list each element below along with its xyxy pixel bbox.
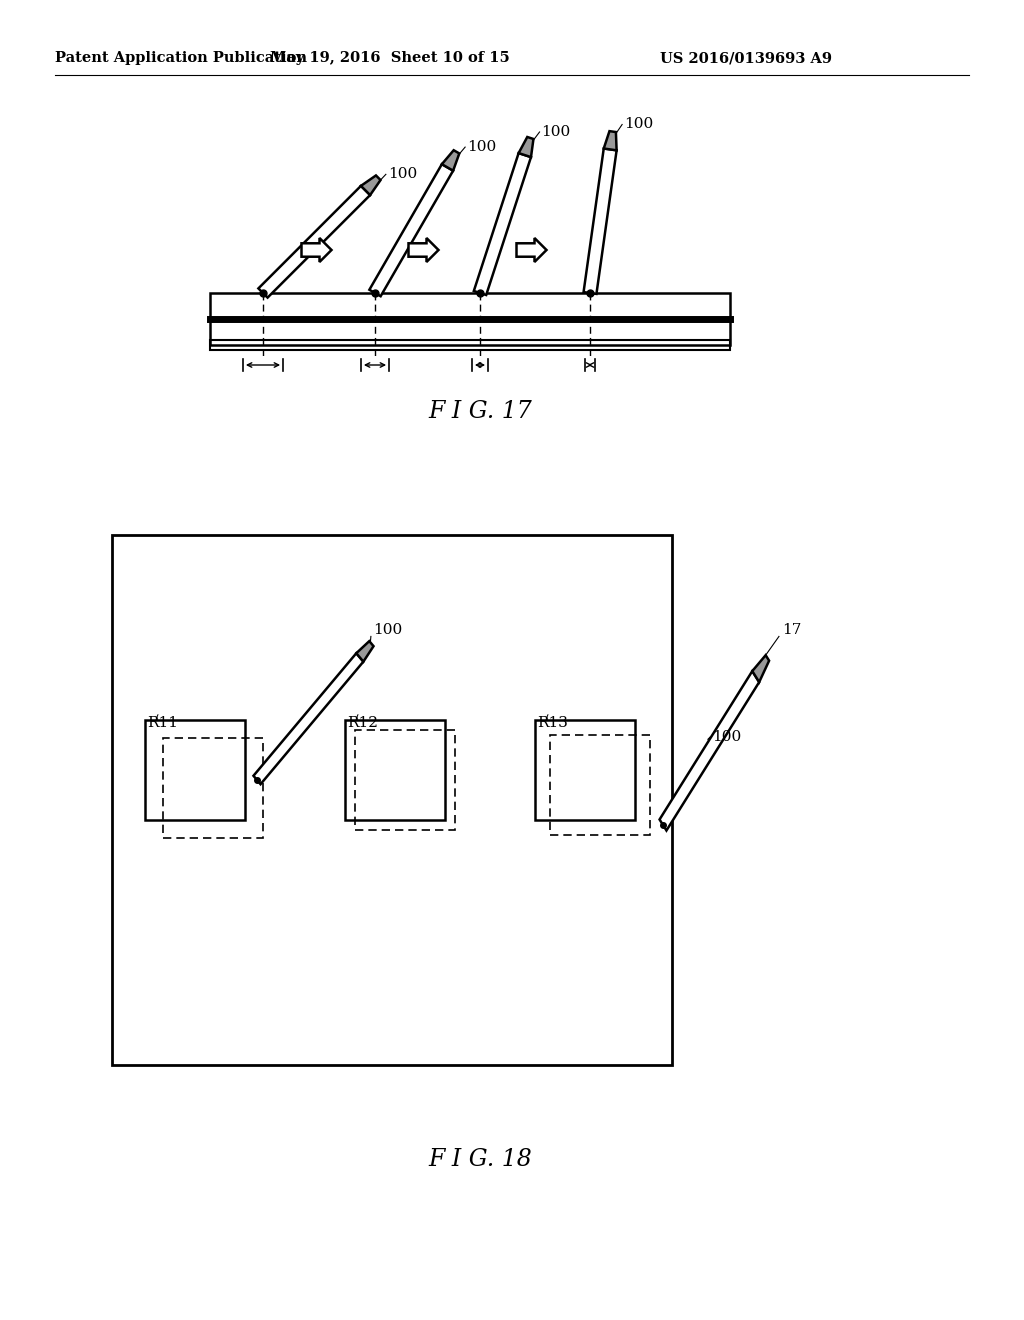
Polygon shape: [659, 671, 759, 830]
Text: 100: 100: [624, 117, 653, 132]
Polygon shape: [442, 150, 460, 170]
Polygon shape: [604, 131, 616, 150]
Bar: [112, 535, 672, 1065]
Polygon shape: [409, 238, 438, 261]
Text: 100: 100: [373, 623, 402, 638]
Polygon shape: [518, 137, 534, 157]
Bar: [550, 735, 650, 836]
Polygon shape: [356, 642, 374, 661]
Text: Patent Application Publication: Patent Application Publication: [55, 51, 307, 65]
Bar: [535, 719, 635, 820]
Text: 17: 17: [782, 623, 802, 638]
Bar: [355, 730, 455, 830]
Polygon shape: [254, 653, 364, 784]
Bar: [163, 738, 263, 838]
Text: 100: 100: [467, 140, 497, 154]
Text: F I G. 18: F I G. 18: [428, 1148, 531, 1172]
Polygon shape: [360, 176, 381, 195]
Text: R12: R12: [347, 715, 378, 730]
Text: F I G. 17: F I G. 17: [428, 400, 531, 424]
Polygon shape: [516, 238, 547, 261]
Text: May 19, 2016  Sheet 10 of 15: May 19, 2016 Sheet 10 of 15: [270, 51, 510, 65]
Text: 100: 100: [388, 168, 417, 181]
Text: 100: 100: [542, 125, 570, 139]
Polygon shape: [474, 153, 531, 294]
Polygon shape: [753, 655, 769, 682]
Polygon shape: [584, 149, 616, 294]
Polygon shape: [370, 164, 454, 296]
Bar: [345, 719, 445, 820]
Bar: [210, 341, 730, 350]
Bar: [210, 293, 730, 345]
Text: 100: 100: [712, 730, 741, 744]
Text: R11: R11: [147, 715, 178, 730]
Text: R13: R13: [537, 715, 568, 730]
Bar: [145, 719, 245, 820]
Polygon shape: [301, 238, 332, 261]
Polygon shape: [258, 186, 370, 297]
Text: US 2016/0139693 A9: US 2016/0139693 A9: [660, 51, 831, 65]
